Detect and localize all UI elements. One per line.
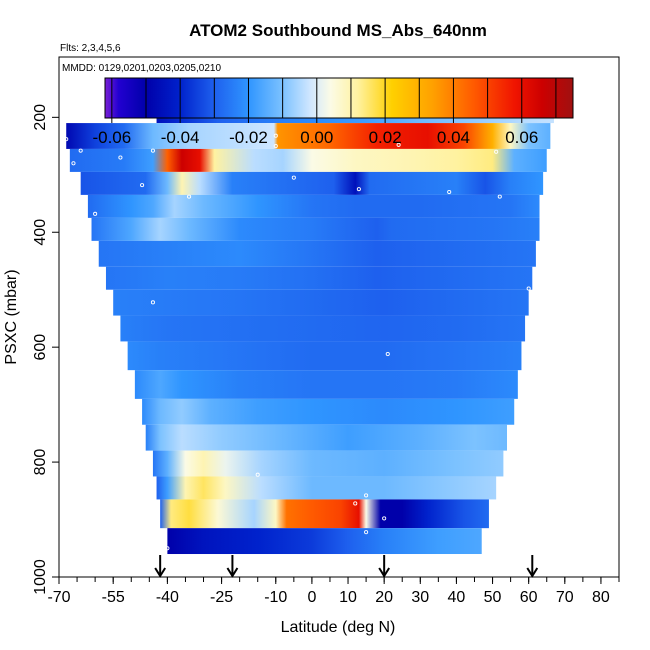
pressure-band-15 xyxy=(156,476,497,500)
colorbar-ticks: -0.06 -0.04 -0.02 0.00 0.02 0.04 0.06 xyxy=(92,78,557,147)
pressure-band-8 xyxy=(113,289,529,316)
x-tick-label: -70 xyxy=(47,589,70,606)
sample-point xyxy=(150,300,155,305)
flight-marker-arrow-icon xyxy=(154,567,167,578)
pressure-band-1 xyxy=(66,123,551,149)
sample-point xyxy=(165,546,170,551)
sample-point xyxy=(382,516,387,521)
sample-point xyxy=(255,472,260,477)
pressure-band-7 xyxy=(105,266,533,290)
y-tick-label: 800 xyxy=(32,449,49,476)
flight-markers xyxy=(154,555,539,578)
chart-title: ATOM2 Southbound MS_Abs_640nm xyxy=(189,21,487,40)
mmdd-label: MMDD: 0129,0201,0203,0205,0210 xyxy=(62,63,221,74)
x-tick-label: 30 xyxy=(411,589,429,606)
pressure-band-10 xyxy=(127,341,522,371)
colorbar-tick-label: -0.04 xyxy=(161,128,200,147)
y-tick-label: 400 xyxy=(32,219,49,246)
y-axis-label: PSXC (mbar) xyxy=(3,269,20,364)
x-tick-label: 50 xyxy=(484,589,502,606)
pressure-band-13 xyxy=(145,424,508,451)
sample-point xyxy=(353,501,358,506)
flight-marker-arrow-icon xyxy=(226,567,239,578)
sample-point xyxy=(364,530,369,535)
sample-point xyxy=(150,148,155,153)
sample-point xyxy=(497,194,502,199)
x-tick-label: 0 xyxy=(307,589,316,606)
pressure-band-4 xyxy=(87,194,540,218)
y-tick-label: 200 xyxy=(32,104,49,131)
x-tick-label: -55 xyxy=(102,589,125,606)
x-tick-label: 60 xyxy=(520,589,538,606)
sample-point xyxy=(71,161,76,166)
x-tick-label: -10 xyxy=(264,589,287,606)
pressure-band-11 xyxy=(134,370,518,399)
x-tick-label: -40 xyxy=(156,589,179,606)
sample-point xyxy=(78,148,83,153)
colorbar xyxy=(104,77,574,119)
pressure-band-17 xyxy=(167,528,482,555)
sample-point xyxy=(447,189,452,195)
sample-point xyxy=(187,194,192,199)
sample-point xyxy=(118,155,123,160)
colorbar-tick-label: -0.06 xyxy=(92,128,131,147)
y-tick-label: 1000 xyxy=(32,559,49,595)
flight-marker-arrow-icon xyxy=(526,567,539,578)
y-tick-label: 600 xyxy=(32,334,49,361)
x-axis-label: Latitude (deg N) xyxy=(281,619,396,636)
x-tick-label: 40 xyxy=(448,589,466,606)
sample-point xyxy=(291,175,296,180)
colorbar-tick-label: -0.02 xyxy=(229,128,268,147)
sample-point xyxy=(273,144,278,149)
sample-point xyxy=(396,142,401,147)
sample-point xyxy=(526,286,531,291)
plot-frame xyxy=(58,56,620,578)
sample-point xyxy=(93,211,98,216)
pressure-band-14 xyxy=(152,450,504,477)
colorbar-tick-label: 0.06 xyxy=(505,128,538,147)
sample-point xyxy=(273,133,278,138)
y-axis: 200 400 600 800 1000 xyxy=(32,104,59,595)
colorbar-tick-label: 0.00 xyxy=(300,128,333,147)
sample-point xyxy=(356,187,361,192)
colorbar-tick-label: 0.02 xyxy=(369,128,402,147)
pressure-band-16 xyxy=(160,499,489,529)
pressure-band-3 xyxy=(80,171,544,195)
sample-point xyxy=(64,137,69,142)
flights-label: Flts: 2,3,4,5,6 xyxy=(60,43,121,54)
sample-points xyxy=(64,100,531,551)
flight-marker-arrow-icon xyxy=(378,567,391,578)
sample-point xyxy=(140,183,145,188)
pressure-band-6 xyxy=(98,240,536,267)
colorbar-tick-label: 0.04 xyxy=(437,128,470,147)
pressure-band-5 xyxy=(91,217,540,241)
sample-point xyxy=(364,493,369,498)
x-tick-label: 70 xyxy=(556,589,574,606)
sample-point xyxy=(494,149,499,154)
pressure-band-2 xyxy=(69,148,547,172)
pressure-band-12 xyxy=(142,398,515,425)
x-axis: -70 -55 -40 -25 -10 0 10 20 30 40 50 60 70 80 xyxy=(47,577,620,606)
x-tick-label: 80 xyxy=(592,589,610,606)
pressure-band-9 xyxy=(120,315,526,342)
x-tick-label: 10 xyxy=(339,589,357,606)
sample-point xyxy=(385,352,390,357)
x-tick-label: -25 xyxy=(210,589,233,606)
x-tick-label: 20 xyxy=(375,589,393,606)
